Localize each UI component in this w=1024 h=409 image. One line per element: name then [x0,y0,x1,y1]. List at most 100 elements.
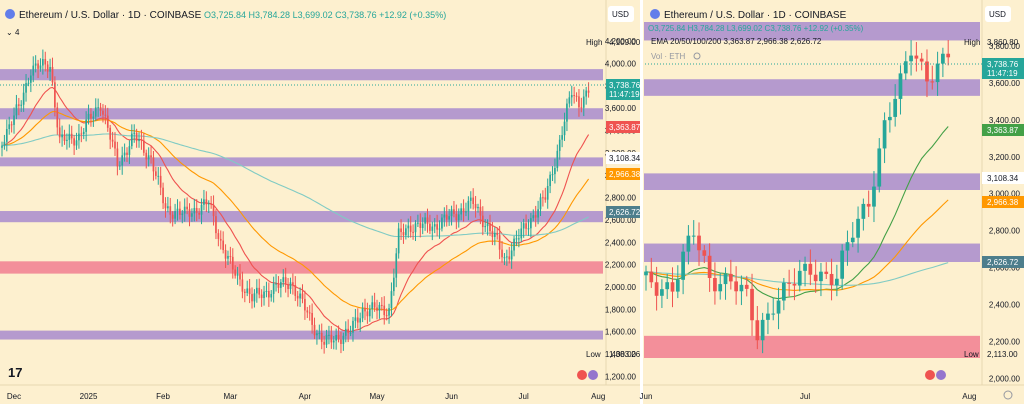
right-pink-zone [644,335,980,358]
left-candle-body [78,133,80,141]
right-low-label: Low [964,350,979,359]
left-candle-body [58,127,61,138]
left-zones [0,69,603,340]
right-candle-body [856,218,860,238]
left-candle-body [145,152,148,160]
left-candle-body [265,290,268,292]
left-candle-body [364,307,366,312]
left-candle-body [176,208,179,212]
right-currency-button[interactable] [985,6,1011,22]
right-low-value: 2,113.00 [987,350,1018,359]
left-candle-body [385,315,388,317]
right-y-tick-label: 2,800.00 [989,227,1021,236]
left-candle-body [330,334,333,343]
right-candle-body [893,98,898,117]
left-low-value: 1,383.26 [609,350,641,359]
right-y-tick-label: 2,000.00 [989,374,1021,383]
left-indicator-count[interactable]: 4 [15,28,20,37]
right-candle-body [781,282,786,301]
right-x-tick-label: Jun [640,392,653,401]
left-candle-body [140,139,143,141]
right-candle-body [941,53,945,64]
left-candle-body [484,226,487,228]
left-candle-body [224,250,227,259]
left-candle-body [1,145,3,148]
left-collapse-indicators[interactable]: ⌄ [6,28,13,37]
left-candle-body [195,207,198,213]
left-candle-body [111,139,114,142]
left-candle-body [3,141,6,146]
left-candle-body [542,197,544,199]
right-candle-body [734,281,738,292]
left-candle-body [287,284,289,290]
right-event-icon[interactable] [925,370,935,380]
right-candle-body [728,273,733,282]
left-candle-body [183,206,186,214]
left-candle-body [164,203,167,209]
left-candle-body [46,64,49,72]
left-candle-body [126,152,128,155]
right-candle-body [898,73,903,99]
left-candle-body [448,216,450,220]
left-candle-body [193,207,196,214]
left-candle-body [167,206,169,209]
left-y-tick-label: 1,800.00 [605,305,637,314]
left-candle-body [15,104,18,116]
right-level-badge [982,172,1024,184]
left-candle-body [243,291,246,293]
ethereum-icon [650,9,660,19]
left-event-icon[interactable] [577,370,587,380]
left-candle-body [347,328,350,333]
left-candle-body [49,66,51,72]
left-candles [1,49,590,354]
left-candle-body [544,197,547,200]
left-price-value: 3,738.76 [609,81,641,90]
left-candle-body [462,208,465,213]
right-candle-body [755,320,760,341]
left-candle-body [10,124,13,126]
left-candle-body [109,127,112,140]
left-y-tick-label: 2,200.00 [605,261,637,270]
left-candle-body [443,214,446,218]
left-candle-body [371,302,374,310]
left-candle-body [272,283,275,294]
left-candle-body [13,115,15,125]
right-x-tick-label: Aug [962,392,976,401]
right-candle-body [808,263,813,275]
settings-icon[interactable] [1003,390,1013,400]
left-candle-body [546,186,549,200]
left-candle-body [68,133,71,140]
right-candle-body [840,250,845,279]
left-currency-button[interactable] [608,6,634,22]
left-currency-label: USD [612,10,629,19]
left-candle-body [510,250,513,260]
left-candle-body [97,107,100,109]
right-candle-body [835,278,839,286]
left-candle-body [171,214,174,219]
right-candle-body [750,288,754,321]
left-candle-body [174,211,176,219]
left-candle-body [82,131,85,135]
right-ema200-value: 2,626.72 [987,258,1019,267]
left-ema200-line [2,133,589,238]
left-candle-body [200,204,203,215]
left-countdown: 11:47:19 [609,90,640,99]
right-candle-body [919,58,924,62]
left-y-tick-label: 1,600.00 [605,328,637,337]
left-candle-body [5,129,8,142]
left-candle-body [102,110,104,115]
left-event-icon-2[interactable] [588,370,598,380]
left-candle-body [215,216,217,234]
left-candle-body [198,212,200,215]
left-candle-body [518,238,520,240]
right-event-icon-2[interactable] [936,370,946,380]
left-candle-body [491,231,494,237]
left-y-tick-label: 2,800.00 [605,194,637,203]
eye-icon[interactable] [693,52,701,60]
left-candle-body [301,293,304,299]
left-candle-body [17,104,20,106]
left-candle-body [522,223,525,229]
right-candle-body [675,279,680,292]
left-candle-body [66,139,68,141]
left-candle-body [450,209,453,217]
